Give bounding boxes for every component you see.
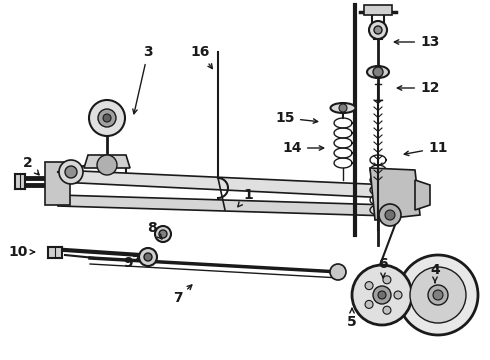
Text: 7: 7 (173, 285, 192, 305)
Circle shape (373, 67, 383, 77)
Text: 13: 13 (394, 35, 440, 49)
Ellipse shape (367, 66, 389, 78)
Circle shape (103, 114, 111, 122)
Text: 9: 9 (123, 256, 139, 270)
Circle shape (428, 285, 448, 305)
Circle shape (155, 226, 171, 242)
Polygon shape (48, 247, 62, 258)
Polygon shape (84, 155, 130, 168)
Circle shape (159, 230, 167, 238)
Text: 14: 14 (283, 141, 324, 155)
Text: 12: 12 (397, 81, 440, 95)
Circle shape (97, 155, 117, 175)
Circle shape (379, 204, 401, 226)
Text: 15: 15 (275, 111, 318, 125)
Circle shape (410, 267, 466, 323)
Polygon shape (364, 5, 392, 15)
Circle shape (398, 255, 478, 335)
Circle shape (378, 291, 386, 299)
Text: 6: 6 (378, 257, 388, 278)
Polygon shape (15, 174, 25, 189)
Polygon shape (45, 162, 70, 205)
Text: 3: 3 (133, 45, 153, 114)
Text: 2: 2 (23, 156, 39, 175)
Circle shape (89, 100, 125, 136)
Circle shape (65, 166, 77, 178)
Circle shape (374, 26, 382, 34)
Text: 5: 5 (347, 309, 357, 329)
Circle shape (383, 276, 391, 284)
Circle shape (339, 104, 347, 112)
Circle shape (98, 109, 116, 127)
Circle shape (59, 160, 83, 184)
Circle shape (365, 300, 373, 309)
Text: 1: 1 (238, 188, 253, 207)
Circle shape (383, 306, 391, 314)
Text: 4: 4 (430, 263, 440, 283)
Text: 16: 16 (190, 45, 212, 68)
Ellipse shape (330, 103, 356, 113)
Circle shape (365, 282, 373, 289)
Circle shape (369, 21, 387, 39)
Text: 11: 11 (404, 141, 447, 156)
Circle shape (385, 210, 395, 220)
Text: 10: 10 (8, 245, 34, 259)
Polygon shape (370, 168, 420, 220)
Circle shape (144, 253, 152, 261)
Circle shape (433, 290, 443, 300)
Circle shape (394, 291, 402, 299)
Circle shape (373, 286, 391, 304)
Circle shape (352, 265, 412, 325)
Polygon shape (58, 170, 390, 198)
Circle shape (139, 248, 157, 266)
Polygon shape (58, 195, 390, 216)
Polygon shape (415, 180, 430, 210)
Circle shape (330, 264, 346, 280)
Text: 8: 8 (147, 221, 162, 239)
